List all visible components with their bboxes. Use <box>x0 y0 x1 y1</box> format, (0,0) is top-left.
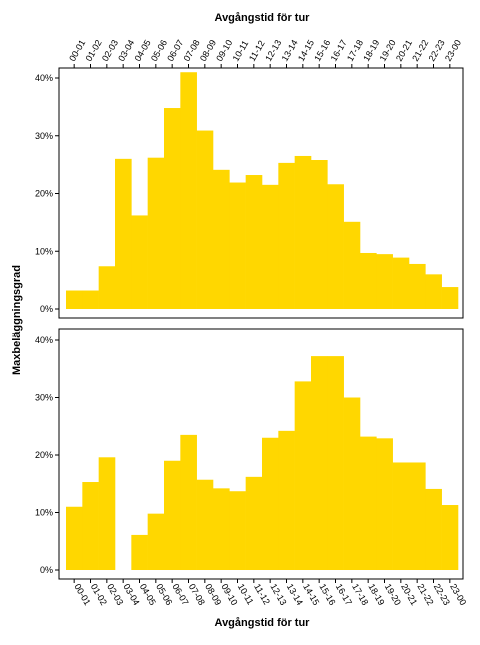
bar-12-13 <box>262 437 279 570</box>
bar-02-03 <box>98 457 116 570</box>
bar-06-07 <box>164 460 181 570</box>
bar-23-00 <box>441 505 459 570</box>
bar-18-19 <box>360 252 377 309</box>
bar-19-20 <box>376 254 393 309</box>
bar-22-23 <box>425 274 442 309</box>
y-tick-label: 10% <box>35 508 53 518</box>
y-tick-label: 20% <box>35 450 53 460</box>
bar-04-05 <box>131 534 148 570</box>
bar-18-19 <box>360 436 377 570</box>
y-tick-label: 10% <box>35 246 53 256</box>
panels-layer: 0%10%20%30%40%00-0101-0202-0303-0404-050… <box>35 38 468 607</box>
bar-22-23 <box>425 488 442 570</box>
plot-frame <box>58 328 464 580</box>
bar-23-00 <box>441 287 459 309</box>
bar-09-10 <box>213 488 230 570</box>
bar-13-14 <box>278 430 295 570</box>
bar-03-04 <box>115 158 132 309</box>
x-tick-label: 23-00 <box>448 582 468 607</box>
bar-16-17 <box>327 356 344 570</box>
bar-05-06 <box>147 513 165 570</box>
bar-09-10 <box>213 169 230 309</box>
bar-17-18 <box>343 221 361 309</box>
y-tick-label: 0% <box>40 304 53 314</box>
bar-19-20 <box>376 438 393 570</box>
bar-14-15 <box>294 381 312 570</box>
y-tick-label: 0% <box>40 565 53 575</box>
y-tick-label: 40% <box>35 335 53 345</box>
bar-15-16 <box>311 160 328 309</box>
bar-11-12 <box>245 476 263 570</box>
bar-10-11 <box>229 182 246 309</box>
bar-14-15 <box>294 155 312 309</box>
bar-01-02 <box>82 290 99 309</box>
y-tick-label: 20% <box>35 189 53 199</box>
bar-13-14 <box>278 162 295 309</box>
top-axis-title: Avgångstid för tur <box>215 12 311 24</box>
bar-08-09 <box>196 479 214 570</box>
bar-17-18 <box>343 397 361 570</box>
y-tick-label: 40% <box>35 73 53 83</box>
bar-16-17 <box>327 184 344 309</box>
bar-20-21 <box>392 462 410 570</box>
bar-04-05 <box>131 215 148 309</box>
bar-00-01 <box>66 506 83 570</box>
bar-12-13 <box>262 184 279 309</box>
bar-20-21 <box>392 257 410 309</box>
panel-1: 0%10%20%30%40%00-0101-0202-0303-0404-050… <box>35 38 464 319</box>
bar-08-09 <box>196 130 214 309</box>
bar-10-11 <box>229 491 246 570</box>
y-tick-label: 30% <box>35 131 53 141</box>
y-tick-label: 30% <box>35 393 53 403</box>
bar-06-07 <box>164 108 181 309</box>
y-axis-title: Maxbeläggningsgrad <box>11 265 23 375</box>
bottom-axis-title: Avgångstid för tur <box>215 617 311 629</box>
panel-2: 0%10%20%30%40%00-0101-0202-0303-0404-050… <box>35 328 468 607</box>
bar-01-02 <box>82 482 99 570</box>
bar-02-03 <box>98 266 116 309</box>
bar-15-16 <box>311 356 328 570</box>
bar-11-12 <box>245 175 263 309</box>
bar-21-22 <box>409 263 426 309</box>
bar-07-08 <box>180 434 197 571</box>
bar-21-22 <box>409 462 426 570</box>
bar-05-06 <box>147 157 165 309</box>
bar-00-01 <box>66 290 83 309</box>
bar-07-08 <box>180 72 197 309</box>
x-tick-label: 23-00 <box>443 38 463 63</box>
